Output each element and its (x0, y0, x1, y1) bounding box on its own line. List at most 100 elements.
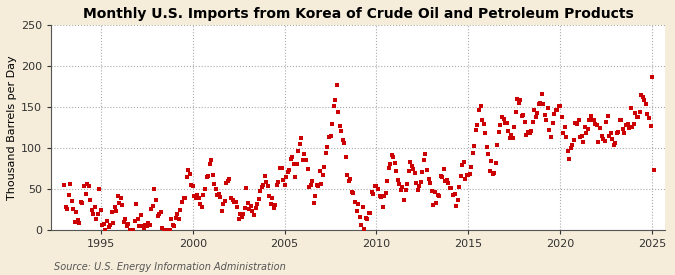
Point (626, 125, 637, 129)
Point (317, 173, 328, 177)
Point (572, 122, 583, 126)
Point (583, 126, 593, 131)
Point (423, 177, 434, 181)
Point (181, 175, 192, 180)
Point (526, 128, 537, 133)
Point (354, 215, 365, 219)
Point (304, 185, 315, 189)
Point (397, 185, 408, 189)
Point (352, 202, 363, 206)
Point (567, 142, 578, 147)
Point (411, 181, 422, 185)
Point (273, 180, 284, 185)
Point (612, 131, 622, 135)
Point (302, 167, 313, 171)
Point (589, 117, 599, 122)
Point (336, 129, 347, 133)
Point (267, 196, 277, 200)
Point (294, 142, 305, 146)
Point (225, 196, 236, 200)
Point (192, 192, 202, 197)
Point (516, 114, 527, 119)
Point (315, 169, 325, 173)
Point (345, 177, 356, 181)
Point (259, 174, 270, 178)
Point (218, 202, 229, 207)
Point (62, 207, 73, 211)
Point (500, 121, 510, 125)
Point (269, 205, 279, 210)
Point (86, 208, 97, 213)
Point (140, 223, 151, 227)
Point (338, 138, 348, 142)
Point (470, 128, 481, 132)
Point (270, 203, 281, 207)
Point (558, 131, 568, 135)
Point (616, 118, 627, 122)
Point (602, 114, 613, 119)
Point (498, 117, 509, 121)
Point (114, 201, 125, 205)
Point (521, 133, 532, 137)
Point (194, 196, 205, 200)
Point (300, 158, 311, 162)
Point (333, 109, 344, 114)
Point (310, 194, 321, 199)
Point (339, 141, 350, 146)
Point (348, 191, 359, 195)
Point (319, 164, 330, 169)
Point (232, 204, 242, 209)
Point (59, 182, 70, 187)
Point (346, 189, 357, 194)
Point (105, 223, 115, 227)
Point (408, 166, 418, 171)
Point (72, 218, 83, 222)
Point (434, 194, 445, 198)
Point (276, 166, 287, 171)
Point (573, 117, 584, 122)
Point (452, 198, 463, 202)
Point (123, 221, 134, 226)
Point (286, 157, 296, 161)
Point (212, 192, 223, 197)
Point (146, 207, 157, 211)
Point (457, 163, 468, 167)
Point (223, 179, 234, 184)
Point (138, 226, 149, 230)
Point (213, 191, 224, 196)
Point (380, 191, 391, 195)
Point (560, 125, 570, 130)
Point (265, 202, 276, 207)
Point (446, 186, 457, 191)
Point (601, 120, 612, 124)
Point (431, 201, 441, 206)
Point (120, 217, 131, 221)
Point (420, 152, 431, 157)
Point (522, 130, 533, 134)
Point (165, 228, 176, 232)
Point (253, 197, 264, 202)
Point (394, 182, 405, 186)
Point (207, 172, 218, 177)
Point (392, 178, 403, 182)
Point (137, 224, 148, 228)
Point (599, 139, 610, 143)
Point (493, 130, 504, 134)
Point (135, 213, 146, 218)
Point (248, 213, 259, 218)
Point (175, 208, 186, 212)
Point (209, 182, 219, 186)
Point (489, 171, 500, 175)
Point (373, 187, 383, 191)
Point (527, 120, 538, 124)
Point (357, 205, 368, 210)
Point (514, 100, 524, 105)
Point (292, 161, 302, 166)
Point (305, 183, 316, 187)
Point (628, 122, 639, 127)
Point (230, 199, 241, 204)
Point (590, 121, 601, 126)
Point (172, 212, 183, 216)
Point (299, 152, 310, 156)
Point (284, 168, 294, 172)
